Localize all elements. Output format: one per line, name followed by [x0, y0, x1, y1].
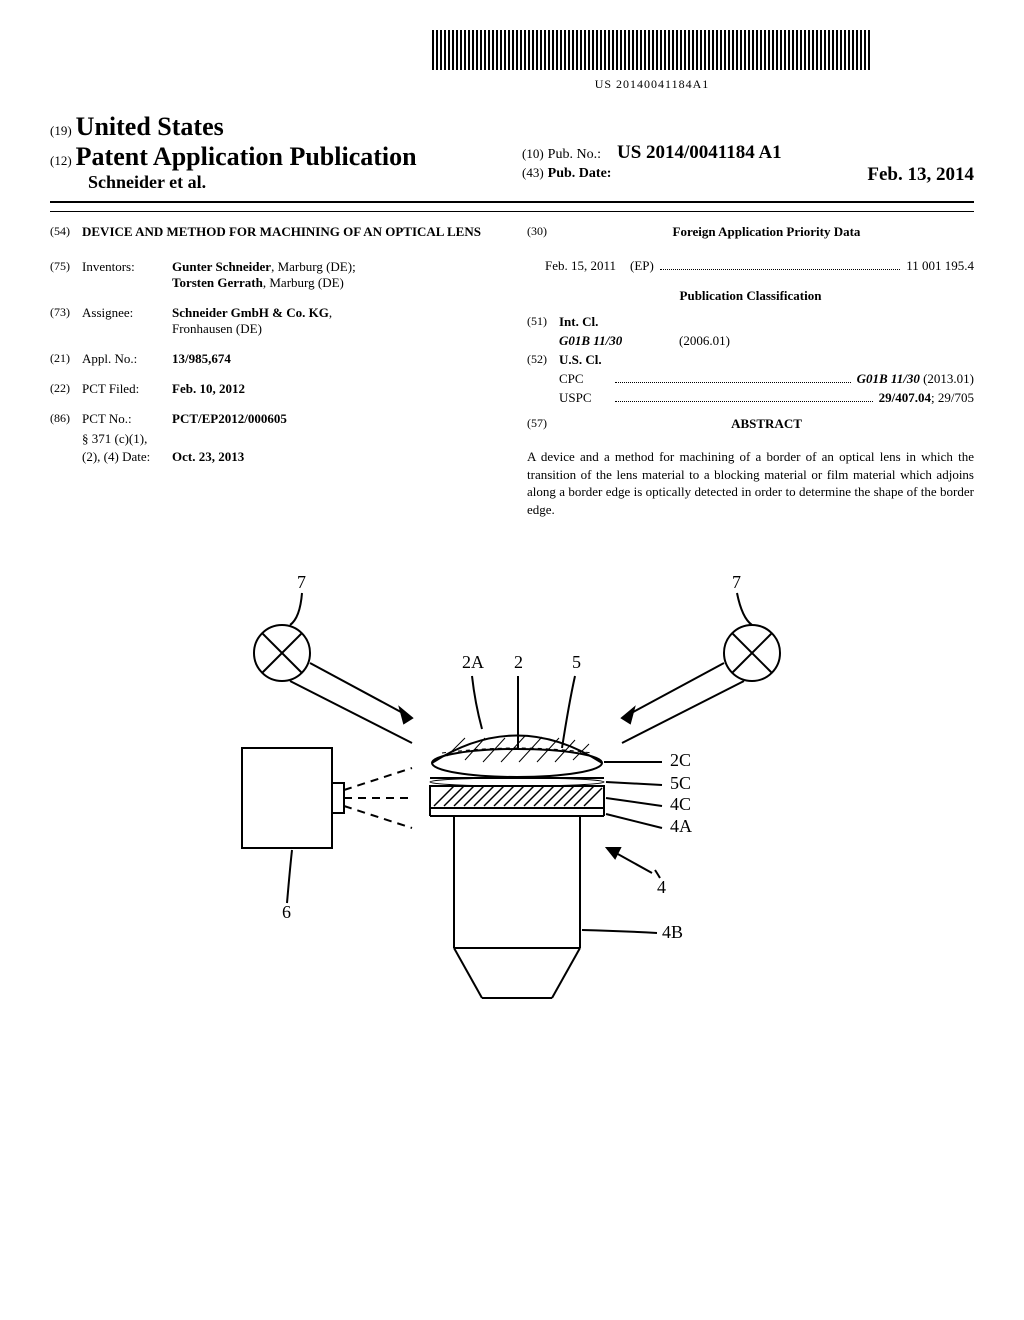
pub-date-label: Pub. Date:	[548, 166, 612, 181]
patent-title: DEVICE AND METHOD FOR MACHINING OF AN OP…	[82, 224, 481, 241]
pub-date: Feb. 13, 2014	[867, 164, 974, 186]
int-cl-num: (51)	[527, 314, 559, 330]
fig-label-7-left: 7	[297, 572, 306, 592]
appl-num: (21)	[50, 351, 82, 366]
divider-thick	[50, 201, 974, 203]
fig-label-2: 2	[514, 652, 523, 672]
priority-app: 11 001 195.4	[906, 258, 974, 274]
patent-figure: 7 7 6	[50, 548, 974, 1113]
dotted-line	[615, 371, 851, 383]
pct-no-label: PCT No.:	[82, 411, 172, 427]
us-cl-label: U.S. Cl.	[559, 352, 602, 368]
fig-label-5: 5	[572, 652, 581, 672]
fig-label-4A: 4A	[670, 816, 692, 836]
section-371-line2: (2), (4) Date:	[82, 449, 172, 465]
dotted-line	[615, 390, 873, 402]
right-column: (30) Foreign Application Priority Data F…	[527, 224, 974, 518]
abstract-text: A device and a method for machining of a…	[527, 448, 974, 518]
pub-date-prefix: (43)	[522, 165, 544, 180]
pct-no-num: (86)	[50, 411, 82, 426]
pct-no-value: PCT/EP2012/000605	[172, 411, 497, 427]
uspc-label: USPC	[559, 390, 609, 406]
authors: Schneider et al.	[50, 172, 502, 193]
priority-date: Feb. 15, 2011	[545, 258, 616, 274]
fig-label-6: 6	[282, 902, 291, 922]
figure-svg: 7 7 6	[172, 548, 852, 1108]
barcode-section: US 20140041184A1	[330, 30, 974, 92]
uspc-value: 29/407.04; 29/705	[879, 390, 974, 406]
country-prefix: (19)	[50, 123, 72, 138]
pct-filed-num: (22)	[50, 381, 82, 396]
section-371-value: Oct. 23, 2013	[172, 449, 497, 465]
divider-thin	[50, 211, 974, 212]
appl-value: 13/985,674	[172, 351, 497, 367]
assignee-num: (73)	[50, 305, 82, 320]
fig-label-4B: 4B	[662, 922, 683, 942]
cpc-label: CPC	[559, 371, 609, 387]
abstract-num: (57)	[527, 416, 559, 442]
int-cl-year: (2006.01)	[679, 333, 730, 349]
us-cl-num: (52)	[527, 352, 559, 368]
pct-filed-value: Feb. 10, 2012	[172, 381, 497, 397]
pub-no: US 2014/0041184 A1	[617, 142, 782, 163]
cpc-value: G01B 11/30 (2013.01)	[857, 371, 974, 387]
header: (19) United States (12) Patent Applicati…	[50, 112, 974, 193]
fig-label-2C: 2C	[670, 750, 691, 770]
priority-num: (30)	[527, 224, 559, 250]
title-num: (54)	[50, 224, 82, 241]
barcode-graphic	[432, 30, 872, 70]
fig-label-4C: 4C	[670, 794, 691, 814]
inventors-value: Gunter Schneider, Marburg (DE); Torsten …	[172, 259, 497, 291]
assignee-value: Schneider GmbH & Co. KG,Fronhausen (DE)	[172, 305, 497, 337]
priority-heading: Foreign Application Priority Data	[559, 224, 974, 240]
pub-no-prefix: (10)	[522, 146, 544, 161]
left-column: (54) DEVICE AND METHOD FOR MACHINING OF …	[50, 224, 497, 518]
fig-label-2A: 2A	[462, 652, 484, 672]
appl-label: Appl. No.:	[82, 351, 172, 367]
int-cl-code: G01B 11/30	[559, 333, 679, 349]
section-371-label: § 371 (c)(1),	[82, 431, 147, 447]
fig-label-4: 4	[657, 877, 666, 897]
fig-label-5C: 5C	[670, 773, 691, 793]
content: (54) DEVICE AND METHOD FOR MACHINING OF …	[50, 224, 974, 518]
country: United States	[76, 112, 224, 141]
abstract-heading: ABSTRACT	[559, 416, 974, 432]
priority-country: (EP)	[630, 258, 654, 274]
inventors-label: Inventors:	[82, 259, 172, 275]
doc-type-prefix: (12)	[50, 153, 72, 168]
assignee-label: Assignee:	[82, 305, 172, 321]
inventors-num: (75)	[50, 259, 82, 274]
pct-filed-label: PCT Filed:	[82, 381, 172, 397]
pub-no-label: Pub. No.:	[548, 147, 601, 162]
int-cl-label: Int. Cl.	[559, 314, 598, 330]
doc-type: Patent Application Publication	[76, 142, 417, 171]
fig-label-7-right: 7	[732, 572, 741, 592]
dotted-line	[660, 258, 900, 270]
classification-heading: Publication Classification	[527, 288, 974, 304]
barcode-number: US 20140041184A1	[330, 77, 974, 92]
